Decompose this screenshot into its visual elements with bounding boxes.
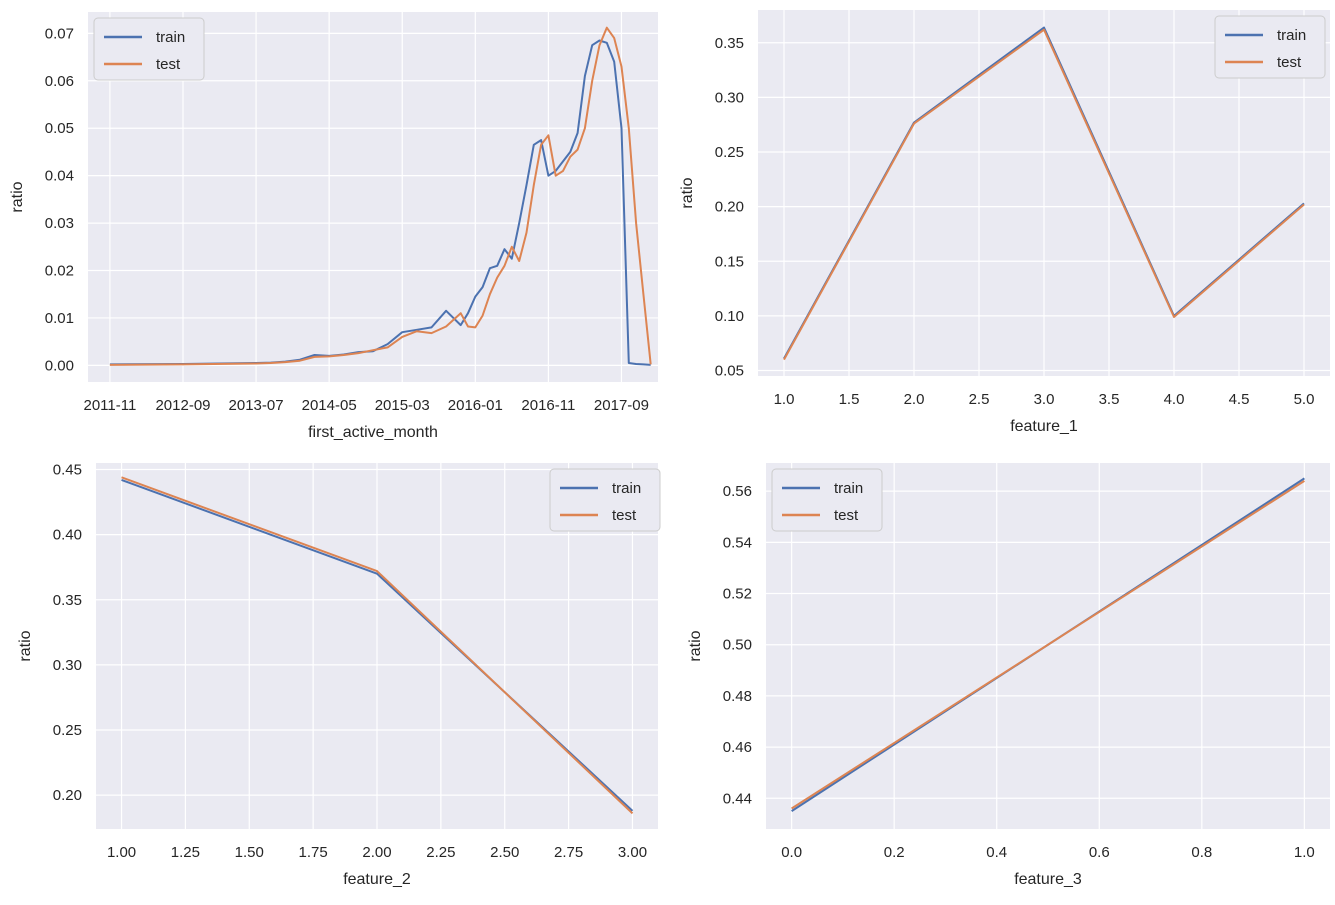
legend (549, 468, 661, 532)
legend (93, 17, 205, 81)
x-tick-label: 2.00 (362, 844, 391, 861)
x-tick-label: 2012-09 (155, 397, 210, 414)
chart-feature-3: 0.0 0.2 0.4 0.6 0.8 1.0 0.44 0.46 0.48 0.50 0.52 0.… (670, 445, 1335, 900)
x-tick-label: 1.25 (171, 844, 200, 861)
x-tick-label: 2014-05 (302, 397, 357, 414)
x-tick-label: 1.00 (107, 844, 136, 861)
y-axis-label: ratio (9, 181, 26, 212)
x-tick-label: 5.0 (1294, 391, 1315, 408)
series-line-test (121, 476, 634, 815)
x-axis-label: feature_3 (1014, 871, 1082, 888)
y-tick-label: 0.05 (715, 363, 744, 380)
y-tick-label: 0.44 (723, 790, 752, 807)
y-tick-label: 0.02 (45, 263, 74, 280)
x-tick-label: 2015-03 (375, 397, 430, 414)
x-tick-label: 2017-09 (594, 397, 649, 414)
y-tick-label: 0.15 (715, 253, 744, 270)
x-axis-label: first_active_month (308, 424, 438, 441)
legend-label-train: train (156, 29, 185, 46)
y-tick-label: 0.40 (53, 527, 82, 544)
y-tick-label: 0.05 (45, 120, 74, 137)
y-tick-label: 0.56 (723, 483, 752, 500)
x-tick-label: 2016-01 (448, 397, 503, 414)
y-tick-label: 0.20 (53, 787, 82, 804)
chart-first-active-month-svg: 2011-11 2012-09 2013-07 2014-05 2015-03 2016-… (9, 12, 658, 441)
y-tick-label: 0.35 (53, 592, 82, 609)
x-tick-label: 2.75 (554, 844, 583, 861)
x-tick-label: 2.50 (490, 844, 519, 861)
legend (1214, 15, 1326, 79)
legend-label-train: train (834, 480, 863, 497)
y-tick-label: 0.10 (715, 308, 744, 325)
y-tick-label: 0.54 (723, 534, 752, 551)
x-axis-label: feature_1 (1010, 418, 1078, 435)
x-tick-label: 0.2 (884, 844, 905, 861)
x-tick-label: 0.4 (986, 844, 1007, 861)
x-tick-label: 3.0 (1034, 391, 1055, 408)
chart-feature-2-svg: 1.00 1.25 1.50 1.75 2.00 2.25 2.50 2.75 3.00 0.20… (17, 462, 661, 888)
series-line-test (783, 28, 1305, 361)
y-tick-label: 0.03 (45, 215, 74, 232)
y-axis-label: ratio (17, 630, 34, 661)
legend-label-test: test (834, 507, 859, 524)
y-tick-label: 0.30 (715, 89, 744, 106)
y-tick-label: 0.35 (715, 35, 744, 52)
x-tick-label: 4.5 (1229, 391, 1250, 408)
y-tick-label: 0.25 (53, 722, 82, 739)
chart-feature-3-svg: 0.0 0.2 0.4 0.6 0.8 1.0 0.44 0.46 0.48 0.50 0.52 0.… (687, 463, 1330, 888)
x-tick-label: 2013-07 (229, 397, 284, 414)
chart-feature-2: 1.00 1.25 1.50 1.75 2.00 2.25 2.50 2.75 3.00 0.20… (0, 445, 670, 900)
x-tick-label: 0.6 (1089, 844, 1110, 861)
y-tick-label: 0.20 (715, 199, 744, 216)
y-axis-label: ratio (687, 630, 704, 661)
legend-label-train: train (612, 480, 641, 497)
x-tick-label: 1.0 (1294, 844, 1315, 861)
chart-feature-1: 1.0 1.5 2.0 2.5 3.0 3.5 4.0 4.5 5.0 0.05 0.10 0.15 0… (670, 0, 1335, 445)
x-tick-label: 4.0 (1164, 391, 1185, 408)
x-tick-label: 3.00 (618, 844, 647, 861)
y-tick-label: 0.04 (45, 168, 74, 185)
x-axis-label: feature_2 (343, 871, 411, 888)
y-tick-label: 0.50 (723, 637, 752, 654)
y-tick-label: 0.07 (45, 25, 74, 42)
y-tick-label: 0.52 (723, 586, 752, 603)
x-tick-label: 1.75 (299, 844, 328, 861)
legend-label-test: test (612, 507, 637, 524)
x-tick-label: 2.5 (969, 391, 990, 408)
x-tick-label: 0.0 (781, 844, 802, 861)
y-tick-label: 0.06 (45, 73, 74, 90)
y-tick-label: 0.46 (723, 739, 752, 756)
legend-label-test: test (1277, 54, 1302, 71)
x-tick-label: 0.8 (1191, 844, 1212, 861)
x-tick-label: 2016-11 (521, 397, 575, 414)
x-tick-label: 3.5 (1099, 391, 1120, 408)
series-line-test (109, 26, 652, 366)
chart-first-active-month: 2011-11 2012-09 2013-07 2014-05 2015-03 2016-… (0, 0, 670, 445)
y-tick-label: 0.25 (715, 144, 744, 161)
x-tick-label: 1.0 (774, 391, 795, 408)
legend (771, 468, 883, 532)
legend-label-test: test (156, 56, 181, 73)
y-tick-label: 0.01 (45, 310, 74, 327)
y-tick-label: 0.45 (53, 462, 82, 479)
chart-feature-1-svg: 1.0 1.5 2.0 2.5 3.0 3.5 4.0 4.5 5.0 0.05 0.10 0.15 0… (679, 10, 1330, 435)
x-tick-label: 2.0 (904, 391, 925, 408)
x-tick-label: 2011-11 (84, 397, 137, 414)
y-tick-label: 0.00 (45, 357, 74, 374)
y-tick-label: 0.30 (53, 657, 82, 674)
x-tick-label: 1.5 (839, 391, 860, 408)
x-tick-label: 2.25 (426, 844, 455, 861)
series-line-test (791, 480, 1305, 810)
y-axis-label: ratio (679, 177, 696, 208)
x-tick-label: 1.50 (235, 844, 264, 861)
legend-label-train: train (1277, 27, 1306, 44)
y-tick-label: 0.48 (723, 688, 752, 705)
